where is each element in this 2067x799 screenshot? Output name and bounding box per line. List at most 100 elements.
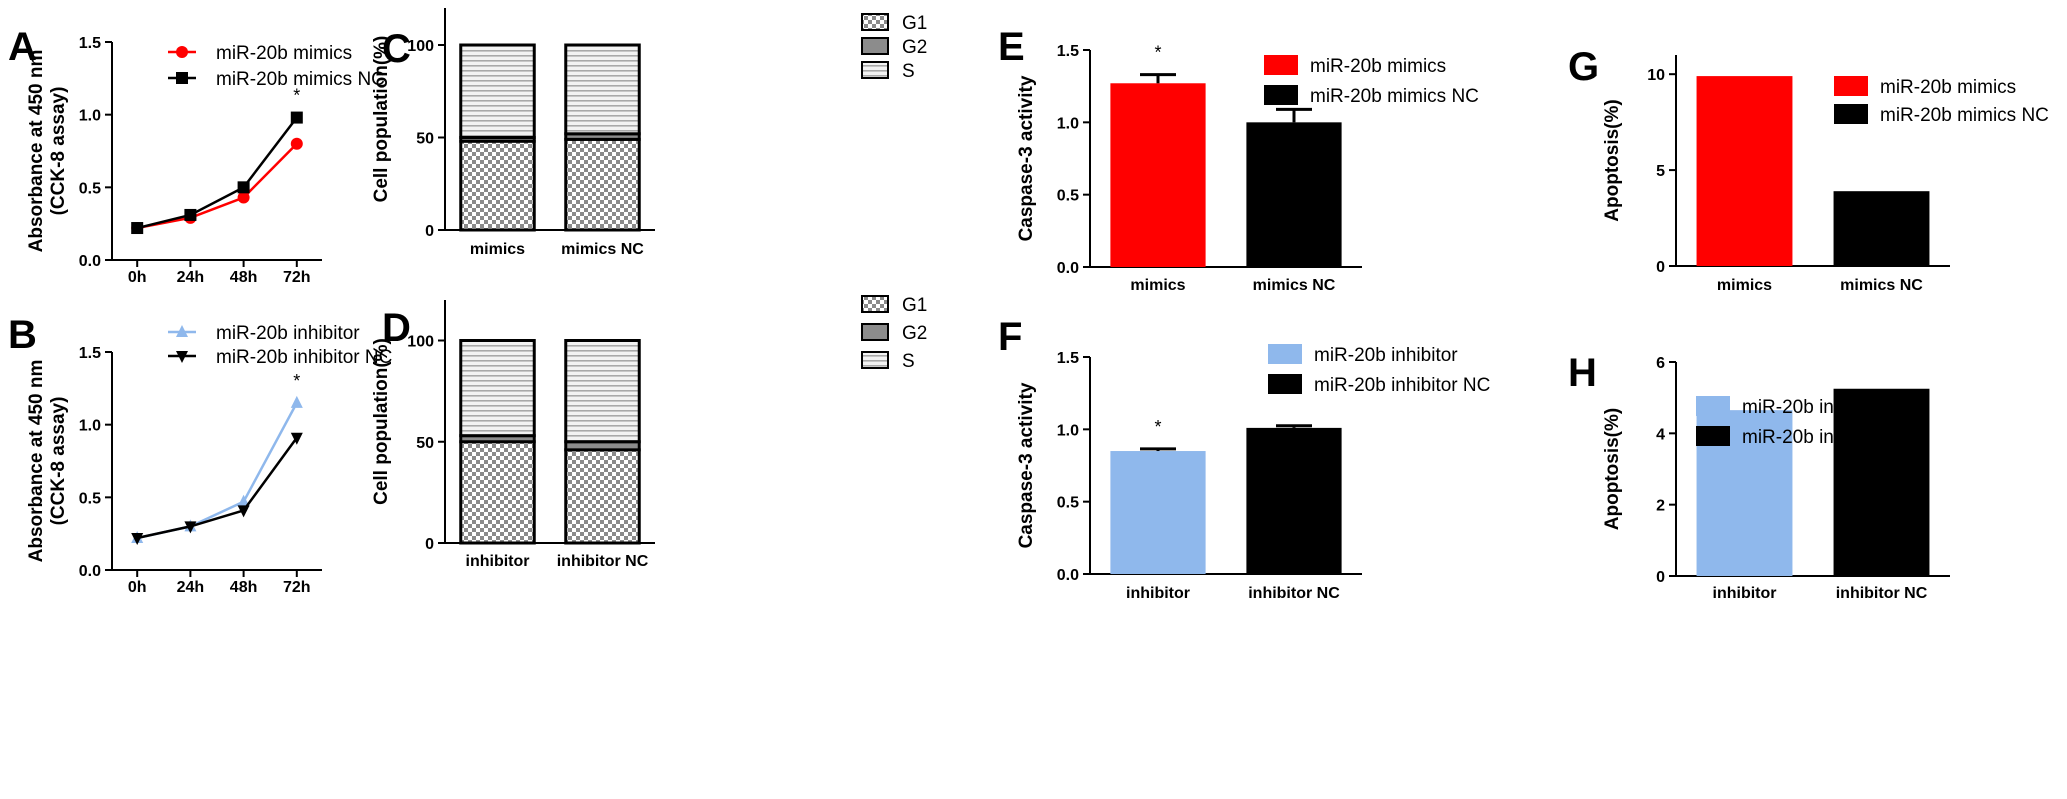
panel-letter: F <box>998 315 1022 359</box>
legend-label: miR-20b mimics <box>216 43 352 64</box>
y-tick-label: 1.5 <box>79 35 101 52</box>
y-tick-label: 0.0 <box>79 563 101 580</box>
significance-marker: * <box>293 371 300 391</box>
data-point <box>290 395 303 408</box>
x-tick-label: 24h <box>177 269 205 286</box>
bar-segment <box>459 139 536 232</box>
y-tick-label: 1.0 <box>1057 115 1079 132</box>
y-tick-label: 1.0 <box>79 418 101 435</box>
panel-h: H 0 2 4 6 Apoptosis(%) inhibitor inhibitor NC mi… <box>1568 351 1950 602</box>
data-point <box>290 432 303 445</box>
legend-label: miR-20b mimics NC <box>1880 105 2049 126</box>
y-tick-label: 1.5 <box>1057 350 1079 367</box>
x-tick-label: 48h <box>230 579 258 596</box>
legend-marker <box>176 72 188 84</box>
y-tick-label: 0 <box>425 536 434 553</box>
data-point <box>237 505 250 518</box>
bar <box>1246 427 1342 574</box>
x-tick-label: mimics NC <box>561 241 644 258</box>
data-point <box>184 521 197 534</box>
y-tick-label: 0.0 <box>1057 260 1079 277</box>
y-tick-label: 2 <box>1656 498 1665 515</box>
series-line <box>136 116 298 230</box>
x-tick-label: 0h <box>128 579 147 596</box>
x-tick-label: inhibitor NC <box>1836 585 1928 602</box>
legend-label: G2 <box>902 323 927 344</box>
y-axis-label: Cell population(%) <box>371 36 392 203</box>
x-tick-label: 72h <box>283 579 311 596</box>
bar <box>1696 76 1793 266</box>
x-tick-label: inhibitor <box>1126 585 1190 602</box>
y-tick-label: 100 <box>407 38 434 55</box>
y-tick-label: 0 <box>1656 259 1665 276</box>
data-point <box>131 222 144 235</box>
legend-label: miR-20b inhibitor <box>1314 345 1458 366</box>
y-tick-label: 100 <box>407 334 434 351</box>
panel-letter: C <box>382 27 411 71</box>
legend-swatch <box>1834 104 1868 124</box>
legend-marker <box>176 46 188 58</box>
x-tick-label: inhibitor NC <box>557 553 649 570</box>
bar <box>1246 122 1342 267</box>
legend-swatch <box>861 37 889 55</box>
bar-segment <box>564 137 641 232</box>
y-tick-label: 1.5 <box>79 345 101 362</box>
y-tick-label: 0.0 <box>79 253 101 270</box>
y-axis-label: Apoptosis(%) <box>1602 99 1623 221</box>
y-axis-label: Absorbance at 450 nm <box>26 50 47 253</box>
panel-letter: B <box>8 313 37 357</box>
legend-label: miR-20b mimics <box>1310 56 1446 77</box>
y-tick-label: 1.5 <box>1057 43 1079 60</box>
y-tick-label: 5 <box>1656 163 1665 180</box>
bar-segment <box>459 440 536 545</box>
legend-label: miR-20b mimics NC <box>1310 86 1479 107</box>
x-tick-label: 72h <box>283 269 311 286</box>
legend-swatch <box>861 13 889 31</box>
legend-swatch <box>1268 344 1302 364</box>
y-axis-label: Caspase-3 activity <box>1016 75 1037 241</box>
legend-swatch <box>861 323 889 341</box>
panel-b: B 0.0 0.5 1.0 1.5 Absorbance at 450 nm (CCK-8 … <box>8 313 392 596</box>
y-tick-label: 0 <box>425 223 434 240</box>
bar-segment <box>564 43 641 136</box>
legend-marker <box>176 351 188 363</box>
legend-label: G2 <box>902 37 927 58</box>
data-point <box>290 111 303 124</box>
y-axis-label: Cell population(%) <box>371 338 392 505</box>
bar <box>1110 451 1206 574</box>
x-tick-label: inhibitor <box>1713 585 1777 602</box>
panel-a: A 0.0 0.5 1.0 1.5 Absorbance at 450 nm (CCK-8 … <box>8 25 385 286</box>
y-axis-label: Caspase-3 activity <box>1016 382 1037 548</box>
x-tick-label: mimics NC <box>1840 277 1923 294</box>
panel-g: G 0 5 10 Apoptosis(%) mimics mimics NC miR-20b … <box>1568 45 2049 294</box>
y-tick-label: 1.0 <box>79 108 101 125</box>
y-tick-label: 0.5 <box>1057 495 1079 512</box>
legend-swatch <box>1834 76 1868 96</box>
x-tick-label: mimics <box>1717 277 1772 294</box>
legend-swatch <box>861 61 889 79</box>
x-tick-label: inhibitor NC <box>1248 585 1340 602</box>
y-axis-label: Absorbance at 450 nm <box>26 360 47 563</box>
legend-swatch <box>861 295 889 313</box>
legend-label: S <box>902 351 915 372</box>
data-point <box>184 208 197 221</box>
legend-label: S <box>902 61 915 82</box>
y-tick-label: 0.5 <box>79 490 101 507</box>
y-axis-label: (CCK-8 assay) <box>48 87 69 216</box>
y-tick-label: 4 <box>1656 426 1665 443</box>
panel-letter: G <box>1568 45 1599 89</box>
y-axis-label: (CCK-8 assay) <box>48 397 69 526</box>
panel-c: C 0 50 100 Cell population(%) mimics mimics NC… <box>371 8 927 258</box>
panel-e: E 0.0 0.5 1.0 1.5 Caspase-3 activity mimics mim… <box>998 25 1479 294</box>
bar <box>1833 191 1930 266</box>
panel-f: F 0.0 0.5 1.0 1.5 Caspase-3 activity inhibitor… <box>998 315 1490 602</box>
x-tick-label: mimics <box>1130 277 1185 294</box>
y-tick-label: 0.0 <box>1057 567 1079 584</box>
legend-swatch <box>1268 374 1302 394</box>
legend-swatch <box>1264 85 1298 105</box>
legend-label: miR-20b inhibitor NC <box>1742 427 1918 448</box>
legend-swatch <box>1264 55 1298 75</box>
legend-label: miR-20b mimics <box>1880 77 2016 98</box>
legend-label: miR-20b inhibitor <box>216 323 360 344</box>
